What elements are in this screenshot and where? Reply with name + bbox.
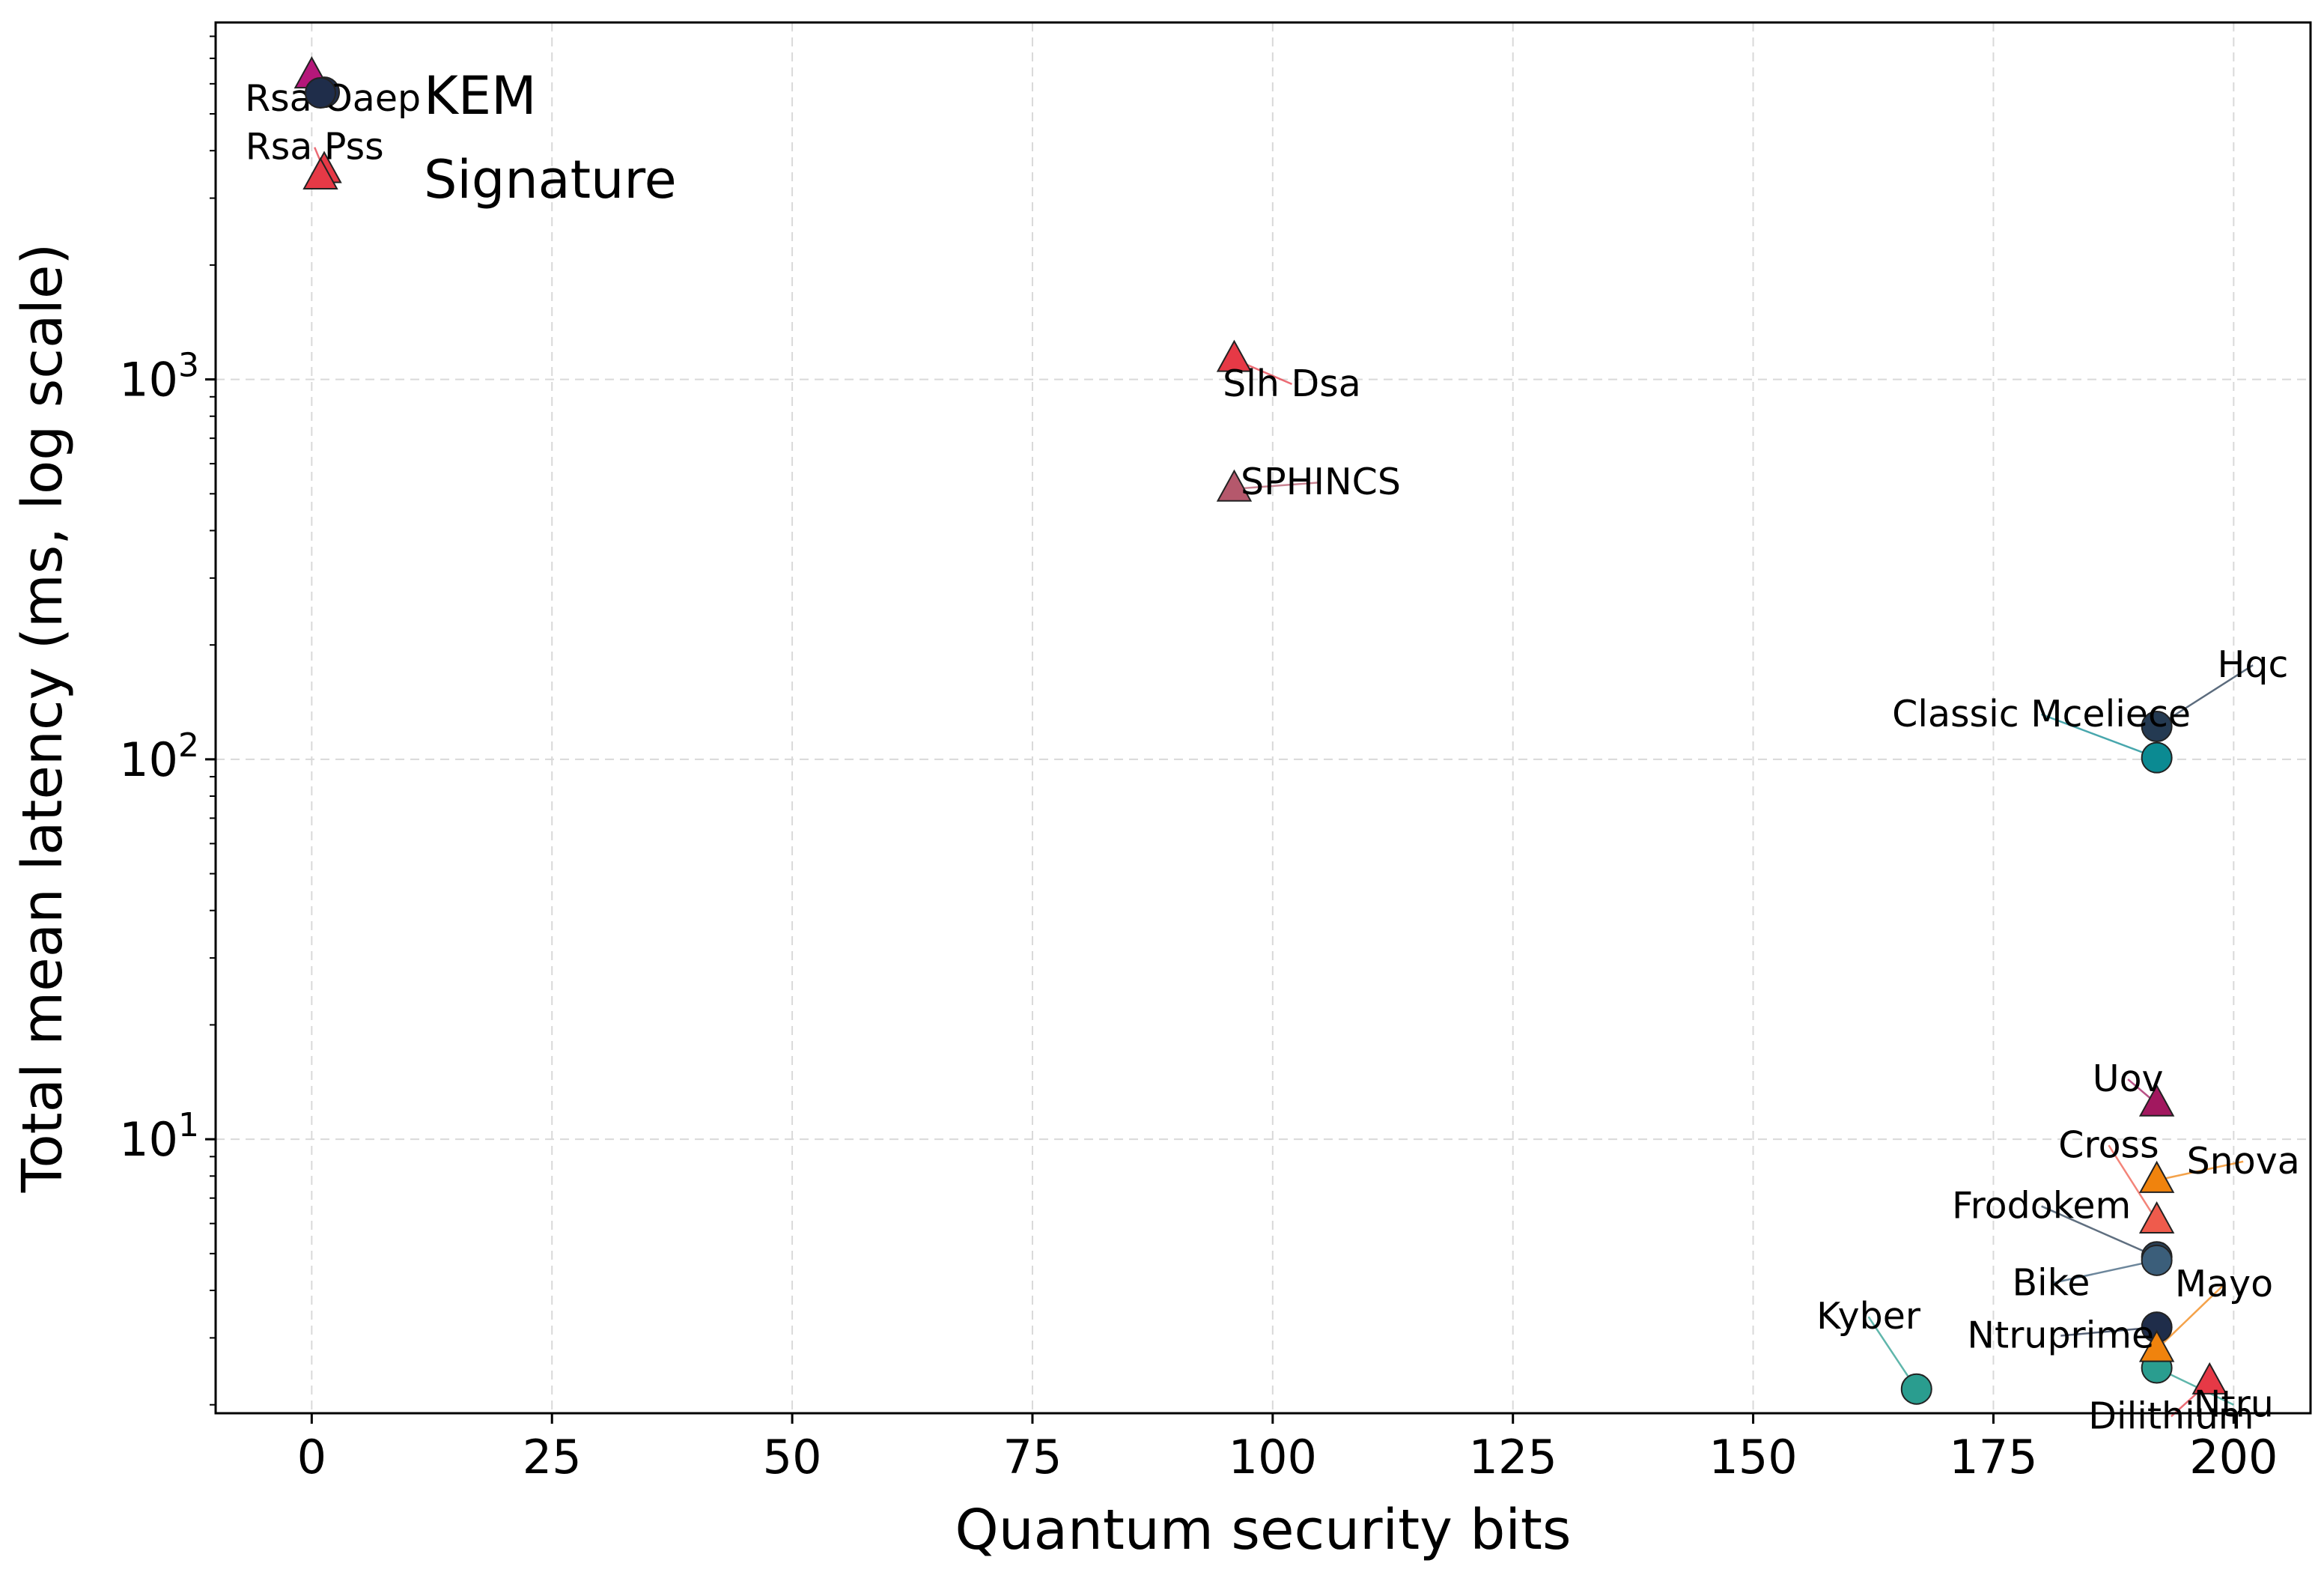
kem-point-hqc <box>2141 711 2173 743</box>
x-tick-label: 75 <box>1003 1430 1062 1484</box>
legend-marker-signature <box>302 157 338 189</box>
y-tick-label: 102 <box>119 726 199 787</box>
point-label-hqc: Hqc <box>2218 643 2289 686</box>
point-label-slh-dsa: Slh Dsa <box>1223 362 1361 405</box>
point-label-mayo: Mayo <box>2175 1263 2273 1305</box>
y-tick-label: 103 <box>119 347 199 407</box>
point-label-ntruprime: Ntruprime <box>1967 1314 2154 1356</box>
kem-point-classic-mceliece <box>2141 741 2173 774</box>
x-axis-ticks: 0 25 50 75 100 125 150 175 200 <box>297 1413 2278 1484</box>
point-label-kyber: Kyber <box>1816 1295 1921 1338</box>
signature-point-uov <box>2138 1084 2175 1117</box>
point-label-dilithium: Dilithium <box>2088 1395 2254 1437</box>
y-axis-ticks: 101 102 103 <box>119 35 216 1406</box>
point-label-rsa-pss: Rsa Pss <box>246 126 384 169</box>
x-tick-label: 50 <box>763 1430 822 1484</box>
signature-point-slh-dsa <box>1216 339 1253 372</box>
leader-line-hqc <box>2156 664 2254 728</box>
plot-area-frame <box>214 21 2312 1415</box>
point-label-cross: Cross <box>2058 1123 2159 1166</box>
legend: KEM Signature <box>302 65 677 210</box>
x-tick-label: 200 <box>2189 1430 2278 1484</box>
x-tick-label: 0 <box>297 1430 326 1484</box>
leader-line-cross <box>2108 1144 2158 1222</box>
signature-point-snova <box>2138 1160 2175 1193</box>
x-tick-label: 25 <box>523 1430 582 1484</box>
signature-point-dilithium <box>2191 1362 2227 1395</box>
signature-point-mayo <box>2138 1329 2175 1362</box>
leader-line-mayo <box>2156 1284 2225 1350</box>
leader-line-frodokem <box>2041 1205 2158 1258</box>
point-label-frodokem: Frodokem <box>1952 1185 2131 1227</box>
signature-point-sphincs <box>1216 469 1253 502</box>
kem-point-kyber <box>1900 1373 1932 1405</box>
legend-marker-kem <box>305 77 336 109</box>
point-label-bike: Bike <box>2012 1262 2090 1305</box>
y-tick-label: 101 <box>119 1106 199 1167</box>
data-markers <box>293 56 2227 1405</box>
point-label-uov: Uov <box>2093 1057 2164 1100</box>
leader-line-sphincs <box>1234 481 1321 491</box>
leader-line-ntruprime <box>2060 1326 2157 1337</box>
grid-lines <box>216 22 2311 1413</box>
x-tick-label: 125 <box>1469 1430 1557 1484</box>
kem-point-bike <box>2141 1244 2173 1276</box>
x-tick-label: 100 <box>1229 1430 1317 1484</box>
legend-label-kem: KEM <box>424 65 537 127</box>
point-label-sphincs: SPHINCS <box>1241 461 1401 503</box>
x-tick-label: 150 <box>1709 1430 1797 1484</box>
point-label-classic-mceliece: Classic Mceliece <box>1892 693 2191 735</box>
legend-label-signature: Signature <box>424 149 677 210</box>
leader-line-classic-mceliece <box>2041 713 2158 759</box>
y-axis-label: Total mean latency (ms, log scale) <box>10 243 75 1194</box>
leader-line-bike <box>2051 1259 2157 1284</box>
x-axis-label: Quantum security bits <box>955 1498 1572 1562</box>
point-label-snova: Snova <box>2187 1140 2300 1183</box>
x-tick-label: 175 <box>1949 1430 2037 1484</box>
signature-point-cross <box>2138 1201 2175 1234</box>
leader-line-snova <box>2156 1160 2244 1182</box>
